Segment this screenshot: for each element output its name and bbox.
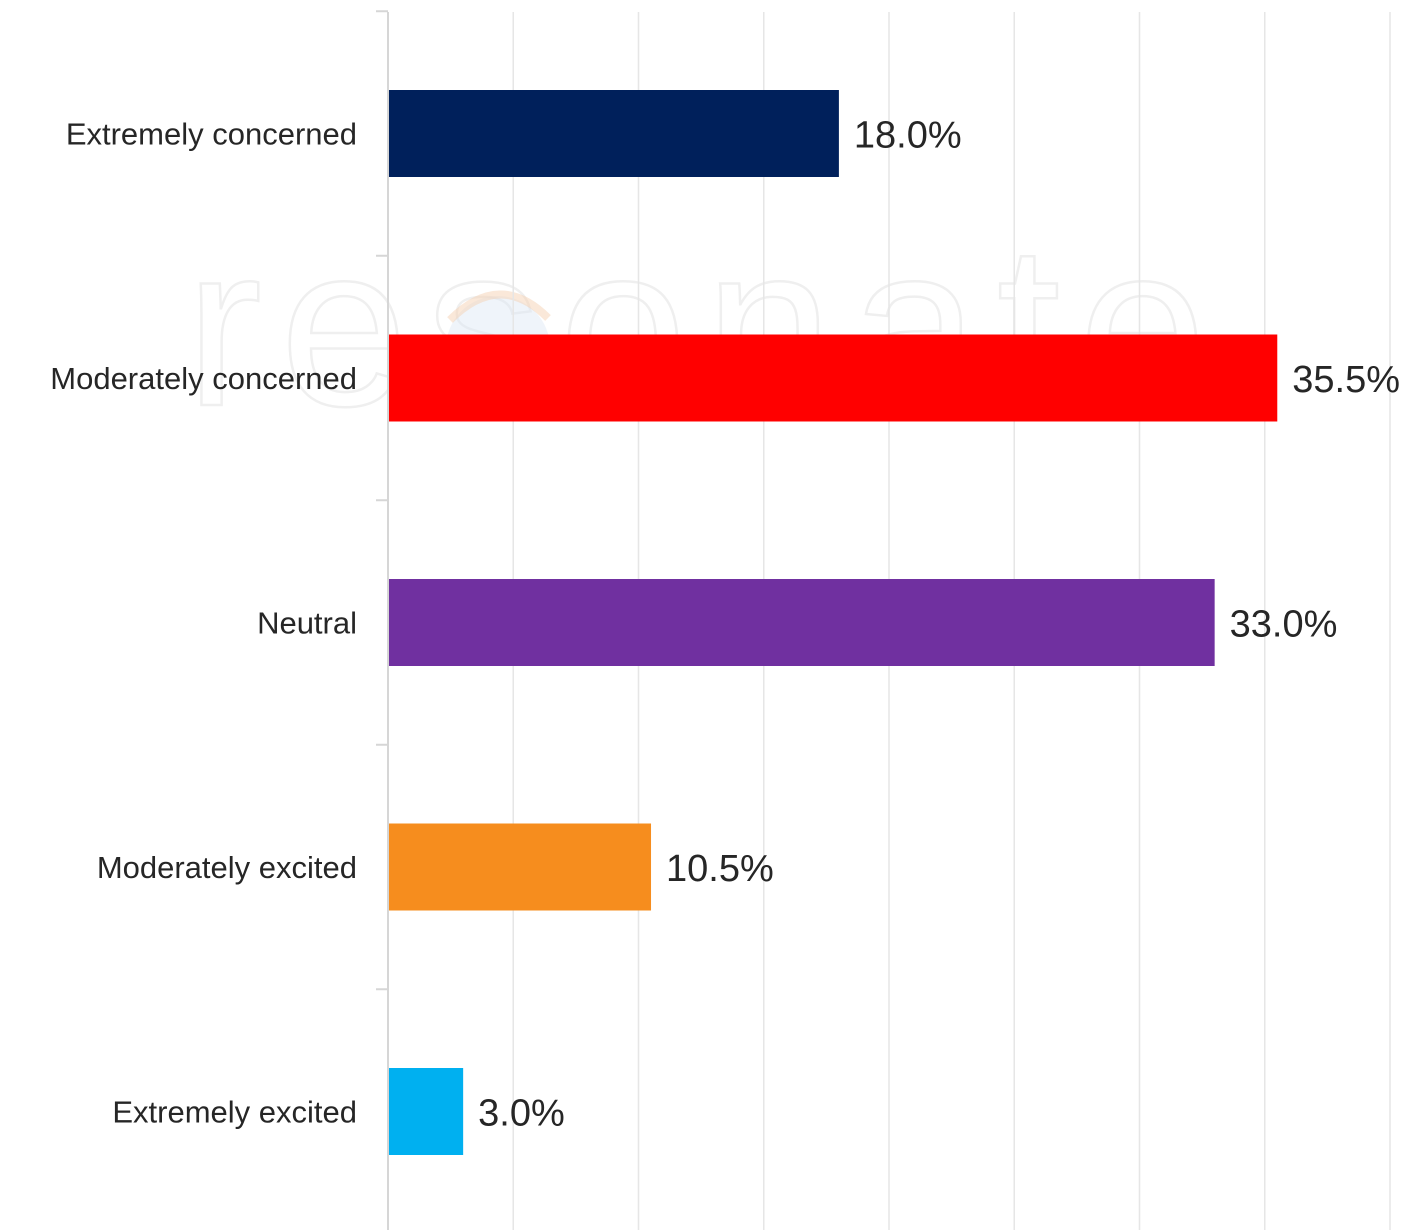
bar-neutral — [389, 579, 1215, 666]
bar-extremely-excited — [389, 1068, 464, 1155]
bar-extremely-concerned — [389, 90, 839, 177]
bars — [389, 90, 1278, 1155]
value-label: 35.5% — [1292, 359, 1400, 401]
category-label: Moderately concerned — [50, 361, 357, 396]
category-label: Extremely excited — [112, 1095, 357, 1130]
category-label: Neutral — [257, 606, 357, 641]
value-label: 10.5% — [666, 848, 774, 890]
category-label: Extremely concerned — [66, 117, 357, 152]
labels: Extremely concerned 18.0% Moderately conce… — [50, 115, 1400, 1135]
value-label: 3.0% — [478, 1093, 565, 1135]
value-label: 33.0% — [1230, 604, 1338, 646]
category-label: Moderately excited — [97, 850, 357, 885]
value-label: 18.0% — [854, 115, 962, 157]
bar-moderately-concerned — [389, 334, 1278, 422]
bar-moderately-excited — [389, 823, 652, 911]
watermark-swirl-accent-icon — [447, 290, 551, 323]
category-axis — [376, 10, 389, 1230]
